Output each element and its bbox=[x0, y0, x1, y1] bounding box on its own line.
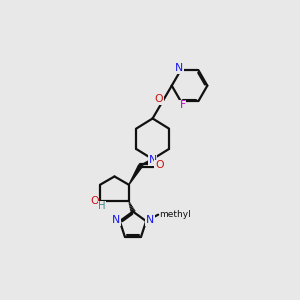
Text: O: O bbox=[155, 160, 164, 170]
Text: O: O bbox=[155, 94, 163, 104]
Text: O: O bbox=[90, 196, 99, 206]
Text: N: N bbox=[146, 215, 154, 225]
Text: N: N bbox=[148, 155, 157, 165]
Text: N: N bbox=[112, 215, 120, 225]
Text: methyl: methyl bbox=[159, 210, 190, 219]
Text: H: H bbox=[98, 202, 106, 212]
Text: N: N bbox=[175, 63, 183, 73]
Text: F: F bbox=[179, 100, 186, 110]
Polygon shape bbox=[129, 165, 142, 185]
